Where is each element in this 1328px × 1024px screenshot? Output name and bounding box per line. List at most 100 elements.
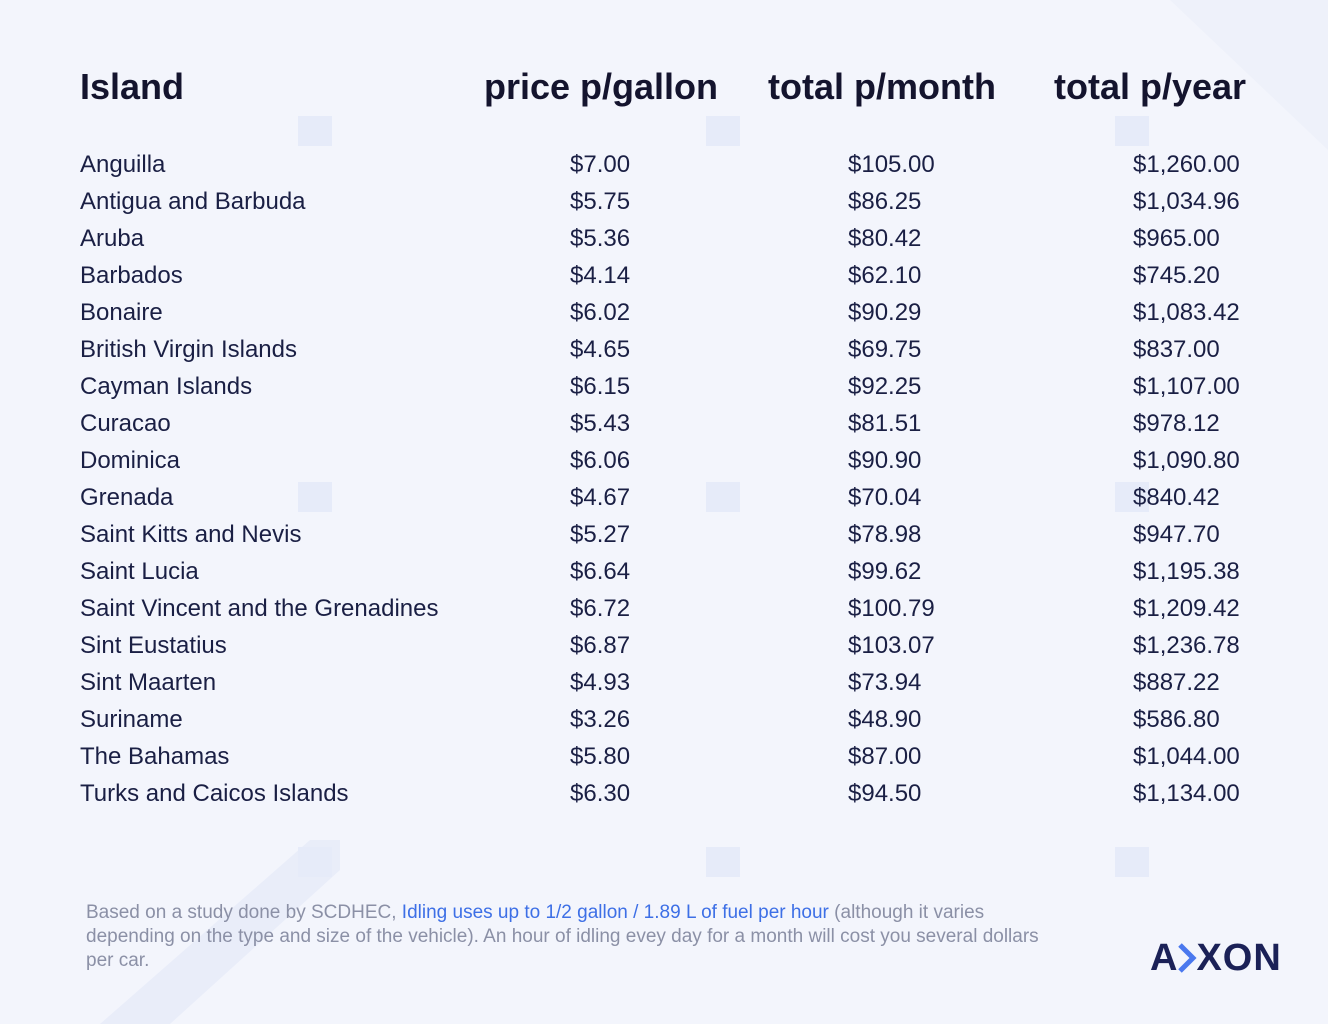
cell-year: $745.20 xyxy=(1133,262,1220,289)
cell-year: $1,134.00 xyxy=(1133,780,1240,807)
table-row: Barbados $4.14 $62.10 $745.20 xyxy=(0,258,1328,295)
table-body: Anguilla $7.00 $105.00 $1,260.00 Antigua and… xyxy=(0,147,1328,813)
deco-square xyxy=(1115,482,1149,512)
table-row: Dominica $6.06 $90.90 $1,090.80 xyxy=(0,443,1328,480)
table-header: Island price p/gallon total p/month tota… xyxy=(0,60,1328,114)
footnote-suffix: (although it varies depending on the typ… xyxy=(86,902,1039,971)
deco-square xyxy=(298,847,332,877)
cell-island: Suriname xyxy=(80,706,183,733)
cell-price: $3.26 xyxy=(570,706,631,733)
cell-island: British Virgin Islands xyxy=(80,336,297,363)
table-row: The Bahamas $5.80 $87.00 $1,044.00 xyxy=(0,739,1328,776)
table-row: Antigua and Barbuda $5.75 $86.25 $1,034.96 xyxy=(0,184,1328,221)
table-row: Sint Eustatius $6.87 $103.07 $1,236.78 xyxy=(0,628,1328,665)
cell-month: $78.98 xyxy=(848,521,922,548)
footnote-link[interactable]: Idling uses up to 1/2 gallon / 1.89 L of… xyxy=(401,902,829,923)
cell-island: Saint Lucia xyxy=(80,558,199,585)
cell-year: $1,195.38 xyxy=(1133,558,1240,585)
table-row: Bonaire $6.02 $90.29 $1,083.42 xyxy=(0,295,1328,332)
table-row: Suriname $3.26 $48.90 $586.80 xyxy=(0,702,1328,739)
cell-year: $1,044.00 xyxy=(1133,743,1240,770)
table-row: Grenada $4.67 $70.04 $840.42 xyxy=(0,480,1328,517)
cell-month: $81.51 xyxy=(848,410,922,437)
chevron-right-icon xyxy=(1178,943,1197,973)
table-row: Cayman Islands $6.15 $92.25 $1,107.00 xyxy=(0,369,1328,406)
cell-island: Saint Vincent and the Grenadines xyxy=(80,595,439,622)
cell-year: $1,090.80 xyxy=(1133,447,1240,474)
cell-island: Sint Maarten xyxy=(80,669,217,696)
cell-month: $92.25 xyxy=(848,373,922,400)
cell-price: $4.65 xyxy=(570,336,631,363)
cell-month: $62.10 xyxy=(848,262,922,289)
cell-year: $1,034.96 xyxy=(1133,188,1240,215)
cell-year: $837.00 xyxy=(1133,336,1220,363)
axon-logo: A XON xyxy=(1150,936,1282,979)
cell-price: $5.36 xyxy=(570,225,631,252)
cell-price: $4.14 xyxy=(570,262,631,289)
header-island: Island xyxy=(80,66,185,107)
table-row: Aruba $5.36 $80.42 $965.00 xyxy=(0,221,1328,258)
header-price-per-gallon: price p/gallon xyxy=(484,66,719,107)
table-row: Saint Kitts and Nevis $5.27 $78.98 $947.70 xyxy=(0,517,1328,554)
cell-island: Bonaire xyxy=(80,299,163,326)
cell-month: $80.42 xyxy=(848,225,922,252)
logo-text-a: A xyxy=(1150,936,1179,979)
cell-month: $73.94 xyxy=(848,669,922,696)
deco-square xyxy=(706,847,740,877)
cell-price: $5.43 xyxy=(570,410,631,437)
cell-island: Grenada xyxy=(80,484,174,511)
cell-price: $6.30 xyxy=(570,780,631,807)
cell-island: Curacao xyxy=(80,410,171,437)
cell-price: $6.15 xyxy=(570,373,631,400)
deco-square xyxy=(298,482,332,512)
cell-price: $6.06 xyxy=(570,447,631,474)
table-row: Turks and Caicos Islands $6.30 $94.50 $1,13… xyxy=(0,776,1328,813)
cell-year: $1,209.42 xyxy=(1133,595,1240,622)
cell-year: $1,107.00 xyxy=(1133,373,1240,400)
cell-island: Saint Kitts and Nevis xyxy=(80,521,302,548)
cell-island: Barbados xyxy=(80,262,183,289)
deco-square xyxy=(1115,116,1149,146)
deco-square xyxy=(1115,847,1149,877)
deco-square xyxy=(706,482,740,512)
cell-island: Cayman Islands xyxy=(80,373,253,400)
cell-year: $1,236.78 xyxy=(1133,632,1240,659)
cell-price: $5.27 xyxy=(570,521,631,548)
cell-price: $5.80 xyxy=(570,743,631,770)
footnote-prefix: Based on a study done by SCDHEC, xyxy=(86,902,402,923)
cell-island: Antigua and Barbuda xyxy=(80,188,306,215)
header-total-per-month: total p/month xyxy=(768,66,996,107)
cell-year: $887.22 xyxy=(1133,669,1220,696)
cell-year: $840.42 xyxy=(1133,484,1220,511)
cell-price: $6.64 xyxy=(570,558,631,585)
cell-month: $87.00 xyxy=(848,743,922,770)
table-row: Saint Lucia $6.64 $99.62 $1,195.38 xyxy=(0,554,1328,591)
cell-island: The Bahamas xyxy=(80,743,230,770)
table-row: Curacao $5.43 $81.51 $978.12 xyxy=(0,406,1328,443)
cell-price: $7.00 xyxy=(570,151,631,178)
logo-text-xon: XON xyxy=(1196,936,1282,979)
footnote: Based on a study done by SCDHEC, Idling … xyxy=(86,901,1066,973)
cell-month: $70.04 xyxy=(848,484,922,511)
cell-month: $90.29 xyxy=(848,299,922,326)
table-row: Sint Maarten $4.93 $73.94 $887.22 xyxy=(0,665,1328,702)
cell-month: $103.07 xyxy=(848,632,935,659)
cell-month: $94.50 xyxy=(848,780,922,807)
cell-year: $978.12 xyxy=(1133,410,1220,437)
cell-year: $586.80 xyxy=(1133,706,1220,733)
cell-year: $965.00 xyxy=(1133,225,1220,252)
cell-month: $86.25 xyxy=(848,188,922,215)
cell-price: $4.93 xyxy=(570,669,631,696)
cell-month: $48.90 xyxy=(848,706,922,733)
cell-month: $99.62 xyxy=(848,558,922,585)
cell-island: Aruba xyxy=(80,225,145,252)
cell-month: $105.00 xyxy=(848,151,935,178)
cell-price: $6.87 xyxy=(570,632,631,659)
cell-year: $947.70 xyxy=(1133,521,1220,548)
header-total-per-year: total p/year xyxy=(1054,66,1247,107)
cell-price: $4.67 xyxy=(570,484,631,511)
cell-month: $100.79 xyxy=(848,595,935,622)
cell-price: $6.02 xyxy=(570,299,631,326)
cell-island: Anguilla xyxy=(80,151,166,178)
